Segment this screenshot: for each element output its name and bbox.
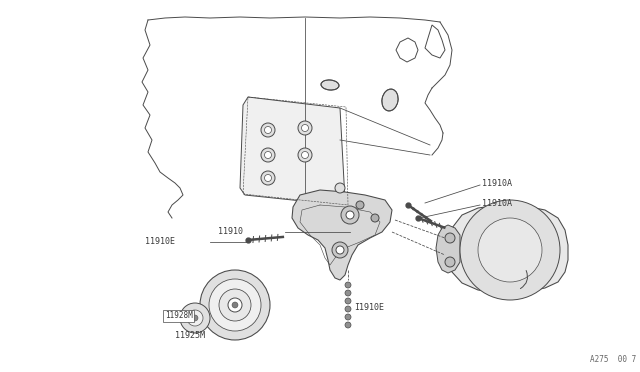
Polygon shape <box>240 97 345 205</box>
Polygon shape <box>292 190 392 280</box>
Circle shape <box>219 289 251 321</box>
Circle shape <box>345 298 351 304</box>
Circle shape <box>345 314 351 320</box>
Circle shape <box>460 200 560 300</box>
Circle shape <box>298 121 312 135</box>
Ellipse shape <box>321 80 339 90</box>
Text: I1910E: I1910E <box>354 304 384 312</box>
Text: 11925M: 11925M <box>175 330 205 340</box>
Circle shape <box>187 310 203 326</box>
Circle shape <box>264 126 271 134</box>
Circle shape <box>345 322 351 328</box>
Circle shape <box>200 270 270 340</box>
Circle shape <box>192 315 198 321</box>
Circle shape <box>264 174 271 182</box>
Circle shape <box>298 148 312 162</box>
Circle shape <box>335 183 345 193</box>
Polygon shape <box>436 225 460 273</box>
Circle shape <box>261 123 275 137</box>
Circle shape <box>445 233 455 243</box>
Polygon shape <box>448 205 568 293</box>
Circle shape <box>261 148 275 162</box>
Polygon shape <box>396 38 418 62</box>
Circle shape <box>445 257 455 267</box>
Circle shape <box>261 171 275 185</box>
Circle shape <box>346 211 354 219</box>
Circle shape <box>345 282 351 288</box>
Circle shape <box>341 206 359 224</box>
Text: 11910E: 11910E <box>145 237 175 247</box>
Circle shape <box>301 151 308 158</box>
Text: A275  00 7: A275 00 7 <box>590 355 636 364</box>
Circle shape <box>209 279 261 331</box>
Circle shape <box>228 298 242 312</box>
Circle shape <box>180 303 210 333</box>
Ellipse shape <box>382 89 398 111</box>
Text: 11928M: 11928M <box>165 311 193 321</box>
Text: 11910A: 11910A <box>482 179 512 187</box>
Polygon shape <box>425 25 445 58</box>
Text: 11910: 11910 <box>218 228 243 237</box>
Circle shape <box>232 302 238 308</box>
Circle shape <box>301 125 308 131</box>
Circle shape <box>356 201 364 209</box>
Circle shape <box>478 218 542 282</box>
Circle shape <box>371 214 379 222</box>
Circle shape <box>345 290 351 296</box>
Text: 11910A: 11910A <box>482 199 512 208</box>
Circle shape <box>336 246 344 254</box>
Circle shape <box>345 306 351 312</box>
Circle shape <box>332 242 348 258</box>
Circle shape <box>264 151 271 158</box>
